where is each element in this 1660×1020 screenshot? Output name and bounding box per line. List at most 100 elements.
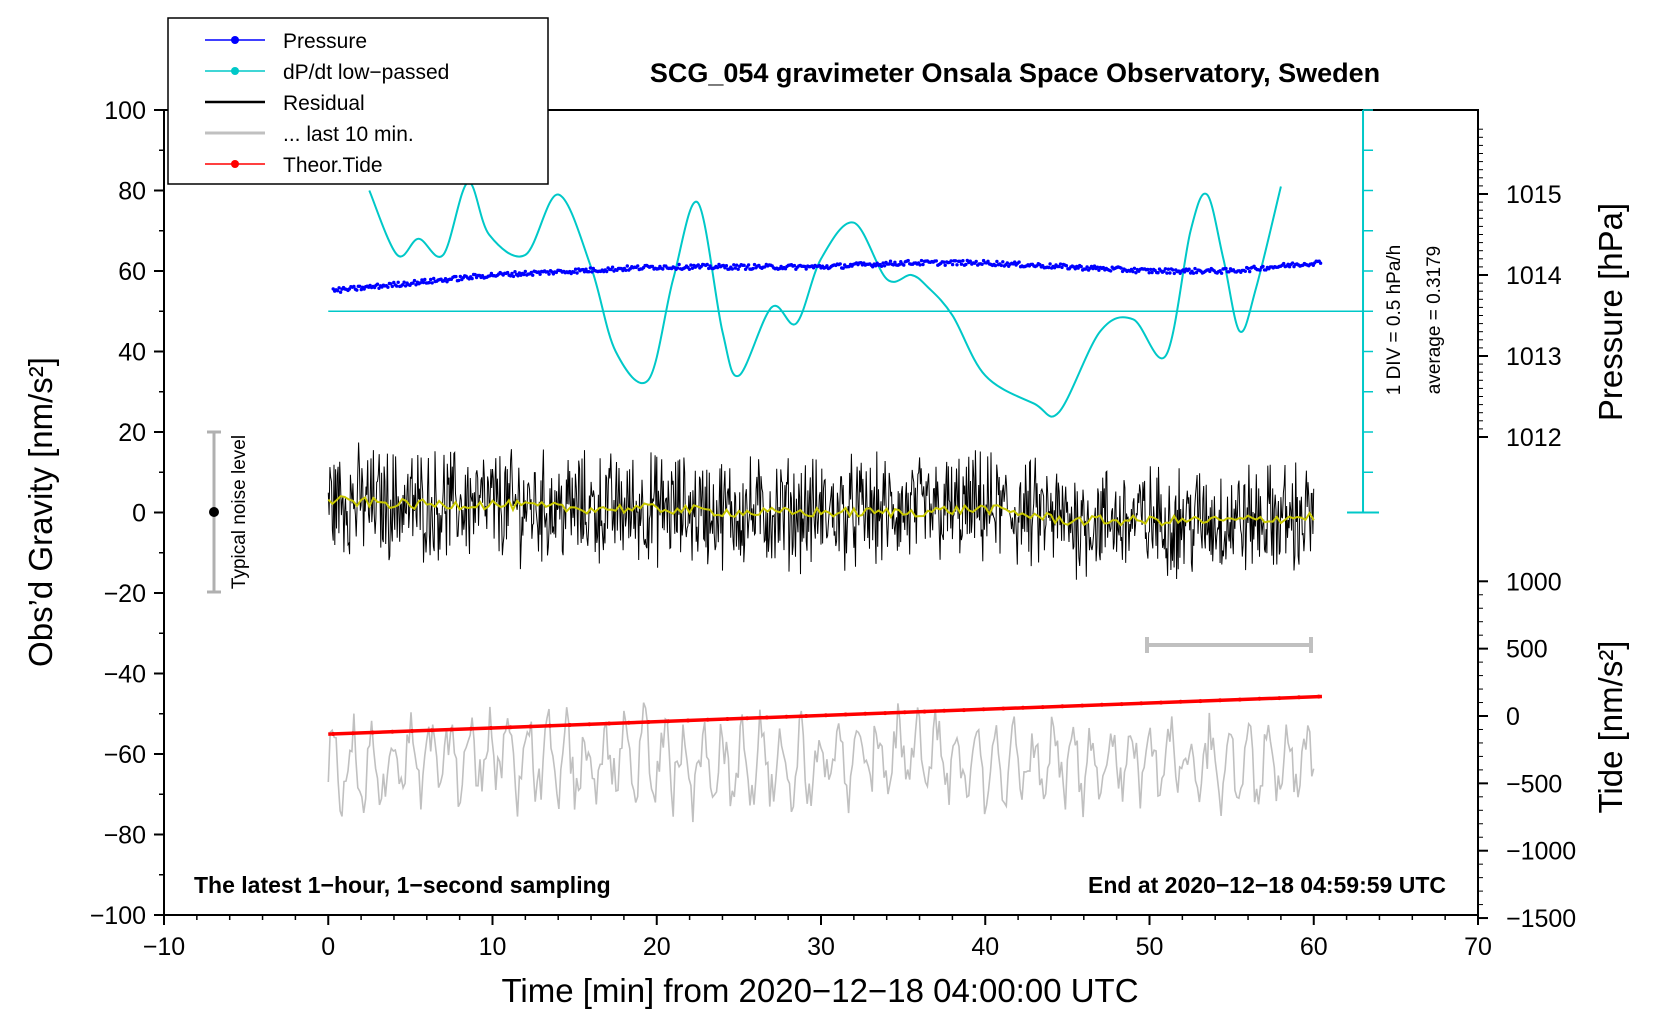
tide-point [1316, 694, 1321, 699]
pressure-point [961, 259, 965, 263]
average-label: average = 0.3179 [1424, 246, 1445, 394]
pressure-point [696, 263, 700, 267]
pressure-point [715, 265, 720, 270]
pressure-point [1208, 269, 1212, 274]
pressure-point [587, 270, 591, 274]
pressure-point [732, 263, 736, 267]
pressure-point [573, 267, 578, 271]
y-tick-label: 0 [132, 500, 146, 528]
series-residual-smoothed [327, 495, 1315, 527]
y-tick-label: −20 [104, 580, 146, 608]
series-dpdt-low-passed [368, 181, 1282, 418]
legend-marker-pressure [231, 36, 239, 44]
pressure-point [825, 264, 829, 268]
tide-point [804, 714, 809, 718]
tide-point [449, 727, 454, 732]
pressure-point [751, 266, 755, 271]
pressure-point [1052, 266, 1057, 270]
pressure-point [402, 280, 406, 284]
tide-point [1001, 706, 1006, 711]
tide-point [1060, 704, 1065, 709]
y-axis-title-tide: Tide [nm/s²] [1592, 641, 1629, 814]
legend-item-tide: Theor.Tide [205, 154, 383, 177]
pressure-point [968, 259, 972, 263]
pressure-point [584, 267, 588, 271]
pressure-point [874, 264, 878, 268]
pressure-point [661, 267, 665, 271]
tide-point [863, 711, 868, 716]
y-tick-label: 40 [118, 339, 146, 367]
tide-point [725, 717, 730, 721]
pressure-point [1079, 264, 1083, 269]
pressure-point [420, 278, 424, 282]
pressure-point [888, 259, 893, 263]
pressure-point [841, 266, 845, 270]
pressure-point [1219, 271, 1224, 275]
tide-point [666, 719, 671, 724]
legend-item-residual: Residual [205, 92, 365, 115]
pressure-point [690, 266, 695, 270]
pressure-point [443, 277, 448, 281]
pressure-tick-label: 1013 [1506, 343, 1562, 371]
pressure-point [1058, 262, 1063, 266]
pressure-point [942, 260, 946, 264]
tide-point [1198, 699, 1203, 704]
y-tick-label: −60 [104, 741, 146, 769]
y-tick-label: 20 [118, 419, 146, 447]
tide-point [942, 708, 947, 713]
x-tick-label: 60 [1300, 933, 1328, 961]
pressure-point [458, 274, 462, 279]
pressure-point [588, 266, 593, 270]
tide-point [331, 732, 336, 736]
pressure-point [538, 272, 542, 276]
tide-point [705, 717, 710, 722]
tide-point [1080, 703, 1085, 708]
pressure-point [470, 276, 474, 281]
tide-point [883, 711, 888, 716]
pressure-point [1064, 264, 1069, 268]
pressure-point [650, 264, 655, 269]
y-tick-label: 60 [118, 258, 146, 286]
pressure-point [953, 259, 958, 263]
pressure-point [636, 264, 640, 268]
pressure-point [1227, 270, 1231, 274]
pressure-point [421, 280, 426, 285]
pressure-point [980, 262, 984, 266]
pressure-point [1165, 271, 1169, 275]
pressure-point [902, 263, 906, 267]
pressure-point [516, 274, 520, 278]
pressure-point [746, 263, 751, 267]
pressure-point [964, 262, 968, 267]
pressure-point [423, 277, 427, 282]
pressure-point [906, 258, 910, 263]
pressure-point [513, 270, 517, 274]
last-10-min-scale-bar [1145, 637, 1313, 653]
pressure-point [1193, 266, 1197, 271]
tide-point [508, 725, 513, 730]
chart-title: SCG_054 gravimeter Onsala Space Observat… [650, 58, 1380, 88]
noise-label: Typical noise level [229, 435, 250, 589]
pressure-point [625, 264, 629, 268]
pressure-point [705, 262, 709, 267]
pressure-point [1261, 264, 1265, 269]
pressure-point [454, 274, 458, 279]
pressure-point [1060, 265, 1064, 270]
tide-point [390, 729, 395, 734]
pressure-point [547, 272, 551, 276]
tide-point [548, 723, 552, 728]
pressure-point [1191, 271, 1196, 275]
pressure-point [881, 261, 885, 265]
pressure-point [1048, 262, 1052, 266]
pressure-point [752, 262, 757, 267]
pressure-point [1147, 271, 1151, 275]
pressure-tick-label: 1015 [1506, 181, 1562, 209]
pressure-point [1282, 261, 1286, 266]
tide-point [488, 726, 493, 730]
x-tick-label: −10 [143, 933, 185, 961]
pressure-point [1095, 265, 1100, 269]
pressure-point [733, 266, 737, 270]
tide-point [902, 710, 907, 715]
series-layer [327, 181, 1364, 823]
pressure-point [511, 274, 516, 279]
tide-point [528, 724, 533, 729]
